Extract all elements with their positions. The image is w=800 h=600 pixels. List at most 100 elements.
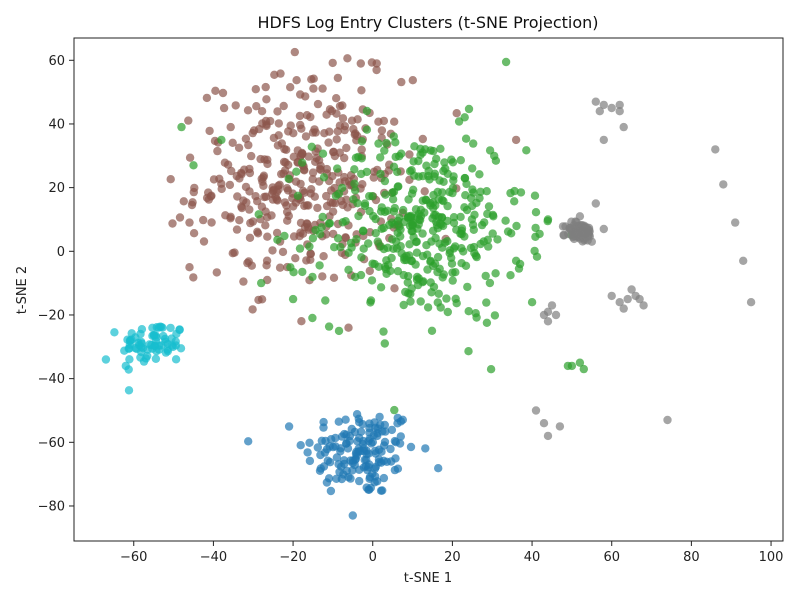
data-point xyxy=(110,328,119,337)
data-point xyxy=(228,138,237,147)
data-point xyxy=(429,146,438,156)
data-point xyxy=(627,285,636,294)
data-point xyxy=(245,233,255,242)
data-point xyxy=(591,97,600,106)
data-point xyxy=(289,232,299,241)
data-point xyxy=(490,311,500,320)
data-point xyxy=(390,465,400,475)
data-point xyxy=(416,205,426,214)
data-point xyxy=(468,164,477,173)
data-point xyxy=(607,103,616,113)
data-point xyxy=(211,86,220,96)
data-point xyxy=(262,261,271,270)
data-point xyxy=(447,259,457,268)
data-point xyxy=(423,265,432,274)
data-point xyxy=(380,437,390,447)
data-point xyxy=(284,422,294,431)
data-point xyxy=(382,256,391,265)
data-point xyxy=(358,180,367,189)
data-point xyxy=(296,179,305,189)
data-point xyxy=(252,102,261,111)
data-point xyxy=(218,88,228,98)
data-point xyxy=(507,229,516,238)
data-point xyxy=(469,139,478,148)
data-point xyxy=(434,464,443,473)
x-tick-label: 20 xyxy=(444,550,461,565)
data-point xyxy=(390,117,399,126)
data-point xyxy=(379,327,388,336)
data-point xyxy=(459,247,468,256)
data-point xyxy=(241,134,251,143)
data-point xyxy=(463,282,472,292)
data-point xyxy=(342,143,351,153)
ticks-layer: −60 −40 −20 0 20 40 60 80 100 −80 −60 −40 −20 0 20 40 60 xyxy=(38,54,784,565)
data-point xyxy=(369,173,378,182)
data-point xyxy=(308,168,318,177)
data-point xyxy=(467,201,477,211)
data-point xyxy=(199,215,208,225)
data-point xyxy=(239,196,248,205)
data-point xyxy=(308,272,317,282)
data-point xyxy=(244,437,253,446)
data-point xyxy=(380,420,389,430)
data-point xyxy=(168,219,177,228)
data-point xyxy=(543,431,553,441)
data-point xyxy=(377,203,386,212)
data-point xyxy=(448,276,457,285)
data-point xyxy=(325,127,334,136)
data-point xyxy=(244,140,253,150)
data-point xyxy=(351,153,361,162)
data-point xyxy=(460,173,469,183)
data-point xyxy=(422,241,431,250)
x-tick-label: −40 xyxy=(200,550,227,565)
data-point xyxy=(731,218,740,227)
data-point xyxy=(607,291,616,301)
data-point xyxy=(383,243,392,252)
data-point xyxy=(323,456,332,465)
data-point xyxy=(321,296,330,305)
data-point xyxy=(248,217,258,226)
data-point xyxy=(189,229,199,238)
data-point xyxy=(475,170,484,179)
data-point xyxy=(416,297,425,306)
data-point xyxy=(381,190,390,199)
data-point xyxy=(306,249,315,258)
data-point xyxy=(204,188,213,197)
data-point xyxy=(599,100,608,110)
data-point xyxy=(530,191,540,200)
data-point xyxy=(377,224,386,233)
data-point xyxy=(619,122,628,132)
data-point xyxy=(344,265,353,274)
data-point xyxy=(719,180,728,189)
series-cluster-green xyxy=(177,57,588,415)
data-point xyxy=(433,252,443,262)
data-point xyxy=(393,267,403,276)
data-point xyxy=(329,147,338,157)
data-point xyxy=(400,255,409,265)
data-point xyxy=(318,149,328,158)
data-point xyxy=(711,145,720,154)
data-point xyxy=(389,162,399,171)
data-point xyxy=(365,423,374,433)
data-point xyxy=(332,453,342,462)
data-point xyxy=(331,199,340,208)
data-point xyxy=(438,195,447,205)
data-point xyxy=(543,307,553,316)
data-point xyxy=(313,203,322,213)
data-point xyxy=(307,75,316,84)
data-point xyxy=(421,444,430,453)
data-point xyxy=(407,226,416,236)
data-point xyxy=(587,237,596,246)
data-point xyxy=(318,212,327,222)
data-point xyxy=(286,121,295,130)
data-point xyxy=(403,278,412,287)
data-point xyxy=(283,207,292,217)
data-point xyxy=(434,289,443,298)
data-point xyxy=(424,171,433,181)
data-point xyxy=(438,273,447,282)
data-point xyxy=(296,441,305,450)
data-point xyxy=(448,268,457,277)
data-point xyxy=(396,417,406,426)
data-point xyxy=(551,310,561,320)
